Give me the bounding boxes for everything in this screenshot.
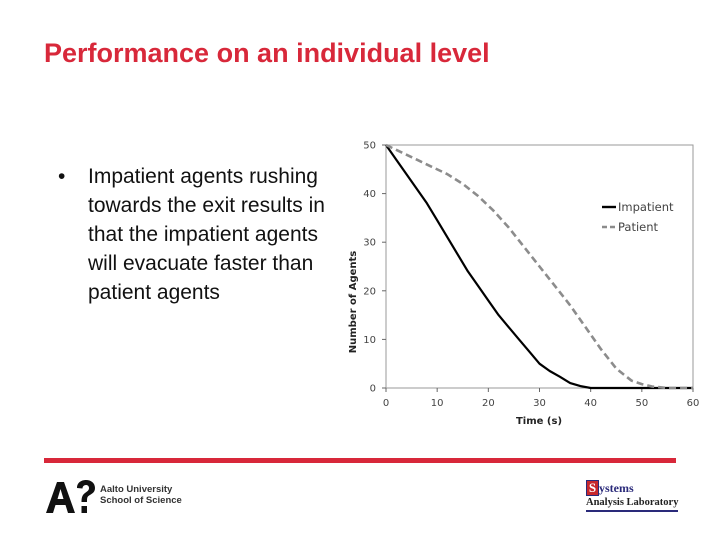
- y-tick-label: 50: [363, 141, 376, 152]
- evacuation-chart: 0 10 20 30 40 50 60 0 10 20 30 40 50 Impatient Patien…: [348, 141, 700, 428]
- y-axis-label: Number of Agents: [348, 251, 359, 354]
- y-tick-label: 40: [363, 189, 376, 200]
- series-line-patient: [385, 143, 693, 390]
- y-tick-label: 20: [363, 286, 376, 297]
- y-tick-label: 10: [363, 335, 376, 346]
- bullet-point: • Impatient agents rushing towards the e…: [58, 162, 328, 307]
- university-name: Aalto University: [100, 484, 173, 495]
- x-tick-label: 30: [533, 398, 546, 409]
- aalto-logo-icon: [46, 480, 95, 513]
- x-tick-label: 40: [584, 398, 597, 409]
- lab-logo-bottom-text: Analysis Laboratory: [586, 497, 679, 508]
- slide-title: Performance on an individual level: [44, 38, 490, 68]
- legend-label-patient: Patient: [618, 220, 659, 234]
- y-tick-label: 0: [370, 384, 376, 395]
- lab-logo-s-icon: S: [586, 480, 599, 496]
- lab-logo-top-text: ystems: [599, 481, 634, 495]
- series-line-impatient: [385, 144, 693, 390]
- x-tick-label: 20: [482, 398, 495, 409]
- x-tick-label: 10: [431, 398, 444, 409]
- school-name: School of Science: [100, 495, 182, 506]
- aalto-wordmark: Aalto University School of Science: [100, 484, 182, 506]
- bullet-marker: •: [58, 165, 66, 188]
- systems-analysis-lab-logo: S ystems Analysis Laboratory: [586, 480, 682, 514]
- legend-label-impatient: Impatient: [618, 200, 674, 214]
- x-tick-label: 50: [635, 398, 648, 409]
- x-tick-label: 0: [383, 398, 389, 409]
- footer-divider: [44, 458, 676, 463]
- y-tick-label: 30: [363, 238, 376, 249]
- bullet-text: Impatient agents rushing towards the exi…: [88, 165, 325, 304]
- x-tick-label: 60: [687, 398, 700, 409]
- x-axis-label: Time (s): [516, 416, 562, 427]
- lab-logo-underline: [586, 510, 678, 512]
